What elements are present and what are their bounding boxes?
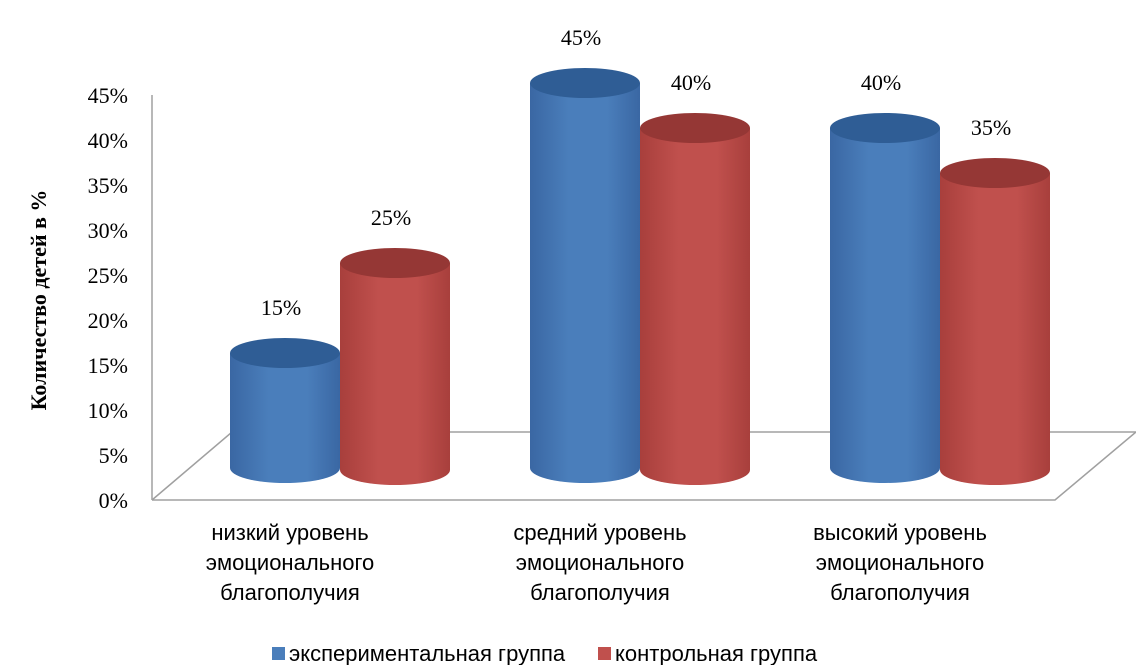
x-category-label: средний уровень эмоционального благополучи… [513, 520, 686, 605]
legend-label-0: экспериментальная группа [289, 641, 566, 665]
y-tick-label: 5% [99, 443, 128, 468]
bar-experimental-1 [530, 83, 640, 483]
legend-swatch-1 [598, 647, 611, 660]
legend: экспериментальная группа контрольная груп… [272, 641, 818, 666]
y-tick-label: 20% [88, 308, 128, 333]
bar-control-0 [340, 263, 450, 485]
y-axis-title: Количество детей в % [26, 190, 51, 411]
floor-front-edge [152, 431, 1136, 501]
y-tick-label: 40% [88, 128, 128, 153]
x-category-label: низкий уровень эмоционального благополучия [206, 520, 375, 605]
bar-experimental-2 [830, 128, 940, 483]
data-label: 15% [261, 295, 301, 320]
bar-top-0-0 [230, 338, 340, 368]
bar-top-1-1 [640, 113, 750, 143]
data-label: 40% [671, 70, 711, 95]
bar-top-1-0 [530, 68, 640, 98]
data-label: 45% [561, 25, 601, 50]
y-tick-label: 45% [88, 83, 128, 108]
y-tick-label: 30% [88, 218, 128, 243]
y-tick-label: 15% [88, 353, 128, 378]
data-label: 25% [371, 205, 411, 230]
x-category-label: высокий уровень эмоционального благополучи… [813, 520, 987, 605]
y-axis: 0% 5% 10% 15% 20% 25% 30% 35% 40% 45% [88, 83, 153, 513]
bar-experimental-0 [230, 353, 340, 483]
bar-control-2 [940, 173, 1050, 485]
bar-control-1 [640, 128, 750, 485]
data-labels: 15% 25% 45% 40% 40% 35% [261, 25, 1011, 320]
y-tick-label: 10% [88, 398, 128, 423]
data-label: 40% [861, 70, 901, 95]
y-tick-label: 35% [88, 173, 128, 198]
bar-top-2-0 [830, 113, 940, 143]
bar-top-2-1 [940, 158, 1050, 188]
bar-top-0-1 [340, 248, 450, 278]
legend-swatch-0 [272, 647, 285, 660]
y-tick-label: 0% [99, 488, 128, 513]
data-label: 35% [971, 115, 1011, 140]
bars [230, 68, 1050, 485]
x-axis: низкий уровень эмоционального благополучия… [206, 520, 987, 605]
legend-label-1: контрольная группа [615, 641, 818, 665]
y-tick-label: 25% [88, 263, 128, 288]
